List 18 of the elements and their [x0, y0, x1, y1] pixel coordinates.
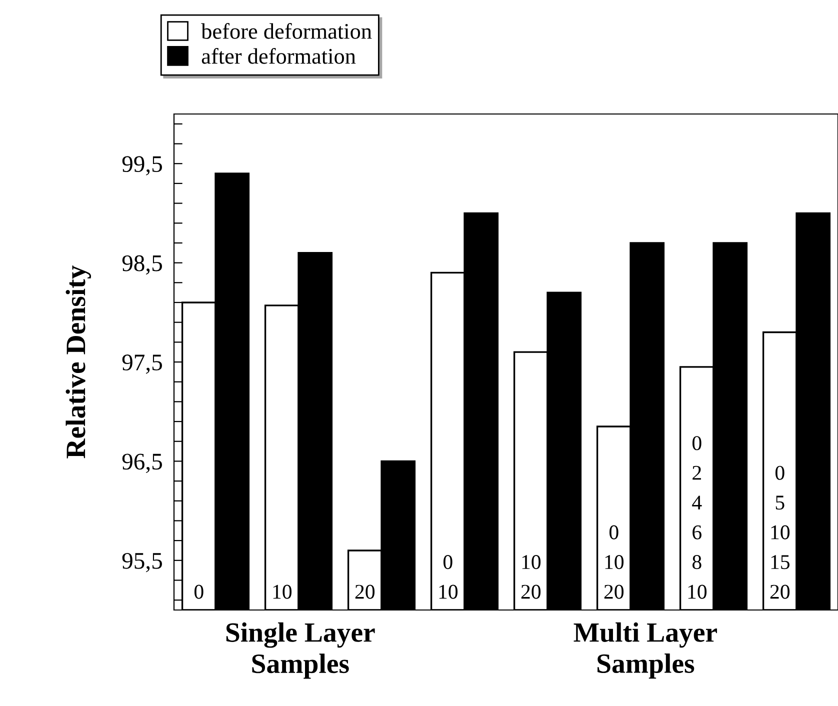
y-tick-label: 97,5 — [122, 354, 162, 374]
y-tick-label: 95,5 — [122, 552, 162, 572]
x-tick-label: 20 — [355, 584, 375, 599]
y-axis-title: Relative Density — [66, 265, 92, 458]
legend-label: after deformation — [202, 48, 356, 64]
text: Single Layer Samples — [226, 622, 375, 679]
y-tick-label: 99,5 — [122, 156, 162, 176]
y-tick-label: 96,5 — [122, 454, 162, 474]
x-tick-label: 0 2 4 6 8 10 — [688, 436, 707, 599]
text: Multi Layer Samples — [574, 622, 717, 679]
x-tick-label: 0 10 20 — [604, 525, 624, 599]
x-tick-label: 10 20 — [521, 555, 541, 599]
legend-label: before deformation — [201, 23, 372, 39]
x-tick-label: 0 10 — [439, 555, 458, 599]
x-tick-label: 0 5 10 15 20 — [770, 466, 790, 599]
y-tick-label: 98,5 — [122, 255, 162, 275]
x-tick-label: 0 — [194, 584, 204, 599]
x-tick-label: 10 — [273, 584, 292, 599]
